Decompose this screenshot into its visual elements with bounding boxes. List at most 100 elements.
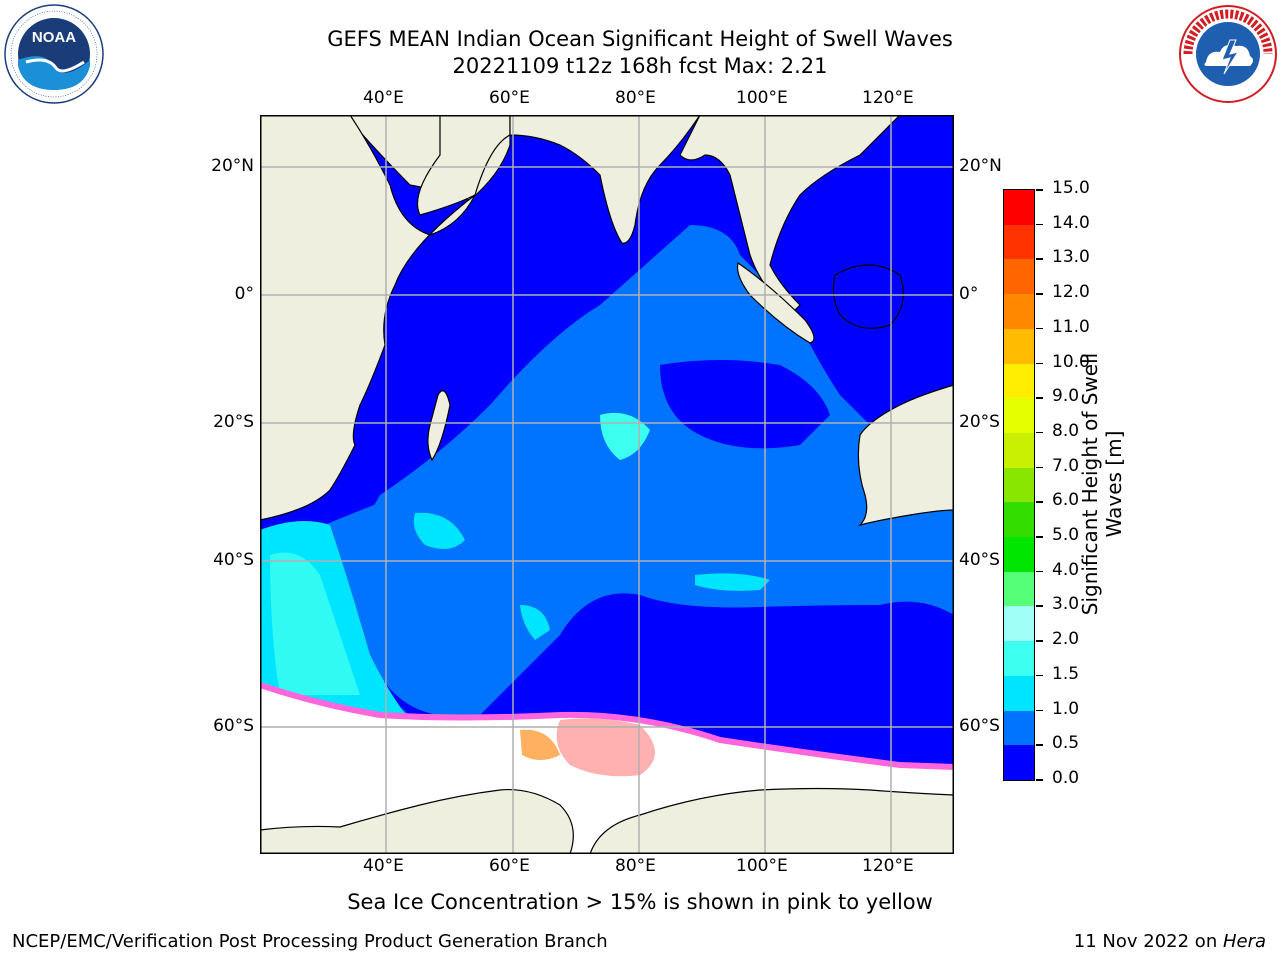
colorbar-tick-mark: [1036, 397, 1043, 399]
swell-patch-3: [695, 573, 770, 591]
colorbar-tick-label: 5.0: [1052, 525, 1080, 546]
colorbar-segment: [1004, 328, 1034, 364]
colorbar-tick-mark: [1036, 501, 1043, 503]
colorbar-tick-label: 3.0: [1052, 594, 1080, 615]
lat-tick-right: 40°S: [959, 550, 1000, 570]
swell-mid-region: [340, 225, 954, 717]
colorbar-tick-mark: [1036, 605, 1043, 607]
sea-ice-caption: Sea Ice Concentration > 15% is shown in …: [347, 890, 933, 914]
swell-low-blob: [660, 360, 830, 449]
colorbar-tick-label: 9.0: [1052, 386, 1080, 407]
colorbar-tick-label: 8.0: [1052, 420, 1080, 441]
footer-date-text: 11 Nov 2022 on: [1073, 931, 1223, 952]
colorbar-tick-label: 6.0: [1052, 490, 1080, 511]
colorbar-tick-label: 2.0: [1052, 629, 1080, 650]
colorbar-segment: [1004, 294, 1034, 329]
map-frame: [260, 115, 954, 854]
lon-tick-top: 40°E: [363, 88, 404, 108]
land-antarctica-east: [589, 787, 954, 854]
lon-tick-bottom: 120°E: [862, 856, 914, 876]
sea-ice-edge: [260, 682, 954, 770]
chart-title: GEFS MEAN Indian Ocean Significant Heigh…: [327, 27, 953, 51]
colorbar-tick-label: 12.0: [1052, 282, 1090, 303]
footer-credit: NCEP/EMC/Verification Post Processing Pr…: [12, 931, 608, 952]
colorbar-tick-label: 7.0: [1052, 455, 1080, 476]
chart-subtitle: 20221109 t12z 168h fcst Max: 2.21: [452, 54, 828, 78]
land-africa: [260, 115, 476, 521]
colorbar-segment: [1004, 467, 1034, 503]
land-antarctica-west: [260, 788, 574, 854]
lat-tick-right: 0°: [959, 284, 979, 304]
colorbar: [1003, 189, 1035, 781]
swell-patch-2: [413, 512, 465, 549]
colorbar-tick-mark: [1036, 536, 1043, 538]
lon-tick-top: 120°E: [862, 88, 914, 108]
colorbar-tick-mark: [1036, 674, 1043, 677]
colorbar-tick-mark: [1036, 779, 1043, 781]
land-australia: [857, 384, 954, 527]
lat-tick-right: 20°N: [959, 156, 1002, 176]
swell-highest-west: [270, 552, 360, 695]
colorbar-segment: [1004, 675, 1034, 711]
lon-tick-bottom: 60°E: [489, 856, 530, 876]
noaa-logo: NOAA: [4, 4, 104, 104]
sea-ice-orange-2: [520, 729, 560, 760]
colorbar-tick-mark: [1036, 223, 1043, 226]
lat-tick-left: 60°S: [213, 716, 254, 736]
colorbar-segment: [1004, 710, 1034, 746]
lon-tick-top: 80°E: [615, 88, 656, 108]
colorbar-tick-label: 1.5: [1052, 663, 1080, 684]
lat-tick-left: 40°S: [213, 550, 254, 570]
colorbar-tick-mark: [1036, 709, 1043, 712]
nws-logo: [1179, 5, 1277, 103]
colorbar-segment: [1004, 571, 1034, 607]
colorbar-segment: [1004, 432, 1034, 468]
lon-tick-bottom: 40°E: [363, 856, 404, 876]
colorbar-tick-mark: [1036, 189, 1043, 191]
map-area: [260, 115, 954, 854]
colorbar-tick-label: 1.0: [1052, 698, 1080, 719]
swell-patch-1: [600, 412, 650, 460]
lon-tick-bottom: 100°E: [736, 856, 788, 876]
colorbar-tick-mark: [1036, 362, 1043, 365]
colorbar-segment: [1004, 398, 1034, 433]
footer-date: 11 Nov 2022 on Hera: [1074, 931, 1266, 952]
lon-tick-bottom: 80°E: [615, 856, 656, 876]
colorbar-tick-label: 11.0: [1052, 316, 1090, 337]
lat-tick-left: 0°: [234, 284, 254, 304]
colorbar-tick-label: 4.0: [1052, 559, 1080, 580]
colorbar-tick-mark: [1036, 570, 1043, 573]
lat-tick-left: 20°N: [211, 156, 254, 176]
colorbar-segment: [1004, 190, 1034, 225]
colorbar-segment: [1004, 745, 1034, 780]
colorbar-tick-mark: [1036, 640, 1043, 642]
colorbar-segment: [1004, 259, 1034, 295]
colorbar-tick-label: 0.0: [1052, 768, 1080, 788]
lon-tick-top: 100°E: [736, 88, 788, 108]
colorbar-tick-mark: [1036, 431, 1043, 434]
lat-tick-right: 60°S: [959, 716, 1000, 736]
colorbar-tick-mark: [1036, 327, 1043, 330]
land-india: [509, 115, 701, 244]
colorbar-tick-mark: [1036, 293, 1043, 295]
colorbar-segment: [1004, 606, 1034, 642]
swell-patch-4: [520, 605, 550, 640]
colorbar-label: Significant Height of Swell Waves [m]: [1078, 352, 1126, 616]
colorbar-tick-label: 14.0: [1052, 212, 1090, 233]
colorbar-segment: [1004, 224, 1034, 260]
colorbar-tick-label: 0.5: [1052, 733, 1080, 754]
colorbar-tick-label: 13.0: [1052, 247, 1090, 268]
land-madagascar: [427, 390, 451, 462]
colorbar-tick-mark: [1036, 258, 1043, 260]
map-gridlines: [260, 115, 954, 854]
noaa-logo-text: NOAA: [32, 29, 76, 46]
colorbar-tick-mark: [1036, 744, 1043, 746]
lon-tick-top: 60°E: [489, 88, 530, 108]
colorbar-tick-mark: [1036, 466, 1043, 469]
land-arabia-east: [416, 115, 511, 216]
colorbar-tick-label: 10.0: [1052, 351, 1090, 372]
colorbar-tick-label: 15.0: [1052, 178, 1090, 198]
lat-tick-right: 20°S: [959, 412, 1000, 432]
colorbar-segment: [1004, 537, 1034, 572]
land-borneo: [832, 264, 904, 329]
